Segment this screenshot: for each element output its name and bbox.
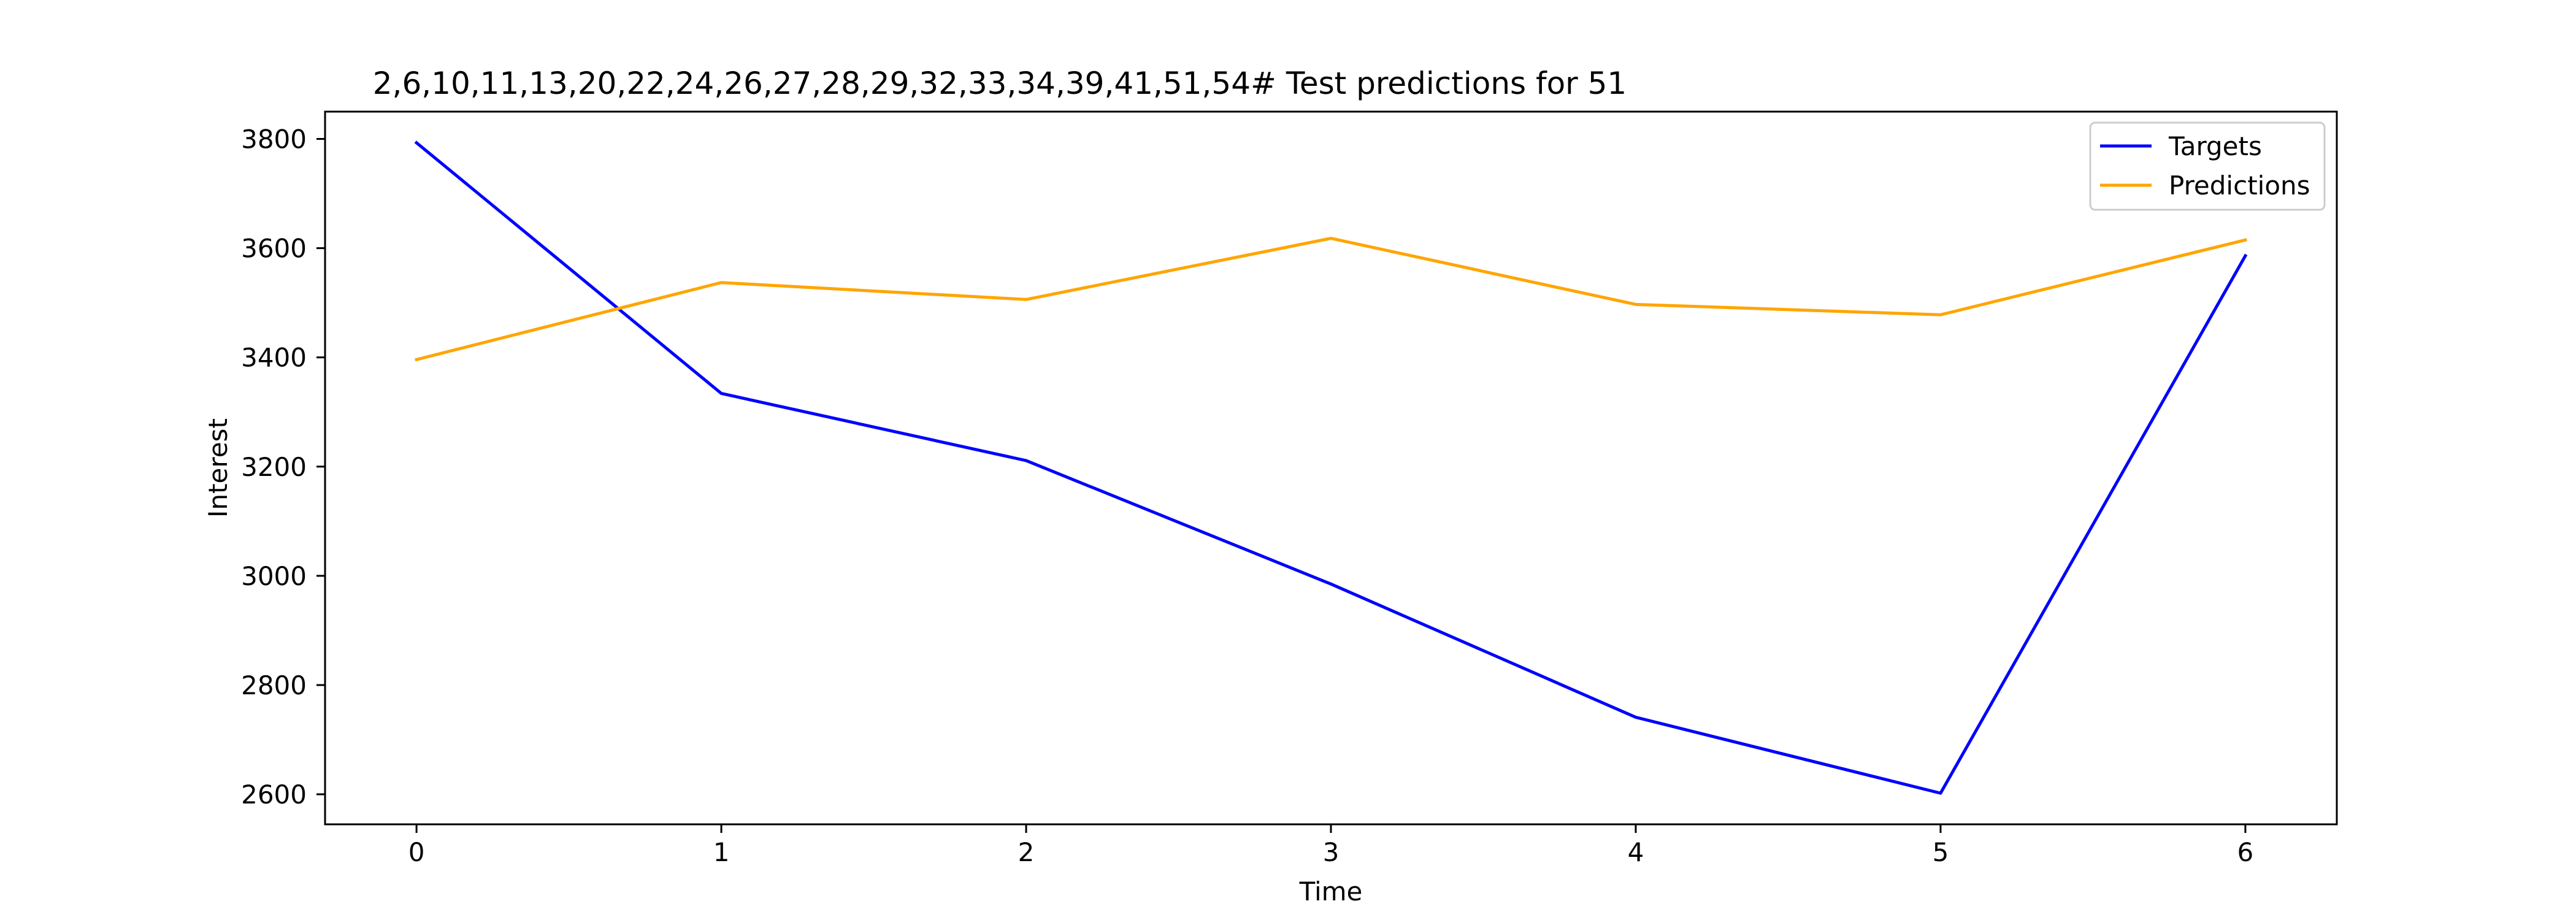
y-tick-label: 3000 <box>241 561 307 591</box>
x-tick-label: 3 <box>1323 837 1340 867</box>
x-tick-label: 6 <box>2237 837 2254 867</box>
legend: Targets Predictions <box>2089 121 2326 211</box>
y-axis-label: Interest <box>203 418 233 518</box>
x-tick-label: 5 <box>1933 837 1949 867</box>
y-tick-label: 3400 <box>241 343 307 373</box>
plot-frame <box>324 110 2338 826</box>
plot-lines <box>414 140 2248 795</box>
x-tick-label: 4 <box>1628 837 1644 867</box>
y-tick-label: 2800 <box>241 670 307 700</box>
legend-label-targets: Targets <box>2168 131 2262 161</box>
legend-label-predictions: Predictions <box>2169 171 2310 201</box>
x-tick-label: 2 <box>1018 837 1035 867</box>
x-axis-ticks: 0 1 2 3 4 5 6 <box>408 824 2254 867</box>
y-tick-label: 3200 <box>241 452 307 482</box>
y-tick-label: 3600 <box>241 234 307 264</box>
series-line-predictions <box>415 237 2247 362</box>
chart-title: 2,6,10,11,13,20,22,24,26,27,28,29,32,33,… <box>373 66 1627 101</box>
x-tick-label: 1 <box>713 837 730 867</box>
y-tick-label: 2600 <box>241 780 307 810</box>
x-tick-label: 0 <box>408 837 425 867</box>
series-line-targets <box>414 140 2248 795</box>
x-axis-label: Time <box>1299 876 1363 907</box>
y-tick-label: 3800 <box>241 125 307 155</box>
y-axis-ticks: 2600 2800 3000 3200 3400 3600 3800 <box>241 125 325 810</box>
